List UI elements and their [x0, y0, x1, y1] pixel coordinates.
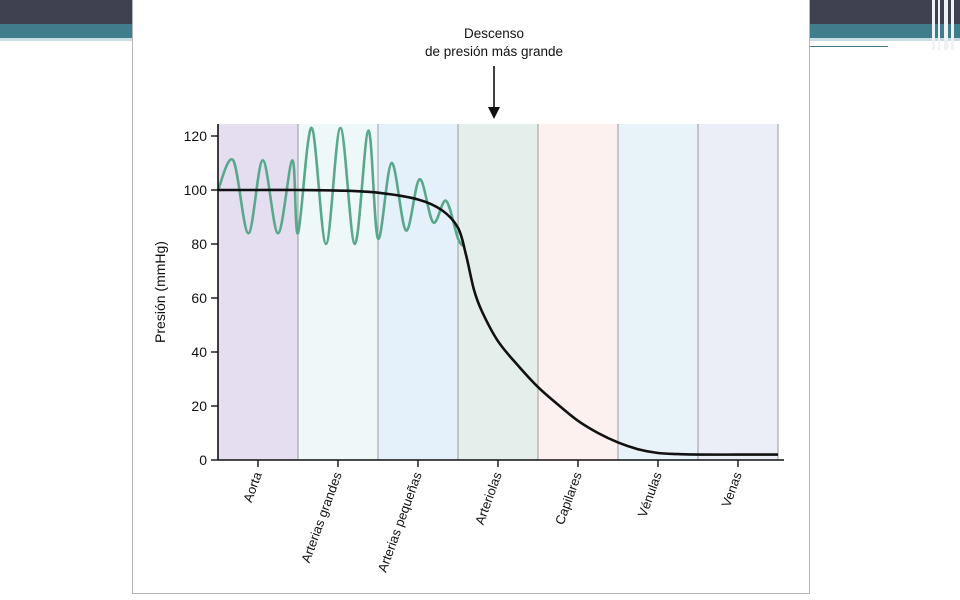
x-category-label: Arterias pequeñas — [375, 469, 425, 574]
top-left-teal-bar — [0, 24, 132, 38]
top-left-dark-bar — [0, 0, 132, 24]
x-category-label: Arteriolas — [472, 469, 505, 526]
mean-pressure-line — [217, 188, 778, 456]
band-2 — [378, 124, 458, 460]
y-tick-label: 20 — [191, 398, 207, 414]
band-4 — [538, 124, 618, 460]
corner-stripe-1 — [932, 0, 935, 50]
x-category-label: Aorta — [240, 469, 265, 504]
band-1 — [298, 124, 378, 460]
top-right-dark-bar — [810, 0, 960, 24]
y-tick-label: 80 — [191, 236, 207, 252]
corner-stripe-4 — [951, 0, 954, 50]
y-tick-label: 0 — [199, 452, 207, 468]
y-axis-label: Presión (mmHg) — [152, 241, 168, 343]
annotation: Descenso de presión más grande — [425, 26, 563, 119]
y-tick-label: 60 — [191, 290, 207, 306]
y-tick-label: 100 — [184, 182, 208, 198]
x-category-label: Vénulas — [635, 469, 665, 519]
annotation-line-1: Descenso — [464, 26, 524, 41]
pulsatile-line — [216, 126, 466, 248]
band-3 — [458, 124, 538, 460]
annotation-arrow-head — [488, 107, 500, 119]
top-left-light-bar — [0, 38, 132, 41]
x-category-label: Venas — [718, 469, 745, 509]
corner-stripe-2 — [938, 0, 940, 50]
top-right-thin-line — [810, 46, 888, 47]
band-6 — [698, 124, 778, 460]
corner-stripe-3 — [944, 0, 948, 50]
top-right-light-bar — [810, 38, 960, 41]
y-tick-label: 120 — [184, 128, 208, 144]
x-category-labels: Aorta Arterias grandes Arterias pequeñas Ar… — [240, 460, 745, 574]
y-tick-label: 40 — [191, 344, 207, 360]
y-ticks: 0 20 40 60 80 100 120 — [184, 128, 218, 468]
region-bands — [218, 124, 778, 460]
mean-series — [217, 188, 778, 456]
pulsatile-series — [216, 126, 466, 248]
band-5 — [618, 124, 698, 460]
x-category-label: Capilares — [552, 469, 585, 526]
x-category-label: Arterias grandes — [298, 469, 345, 564]
annotation-line-2: de presión más grande — [425, 44, 563, 59]
axes — [217, 124, 784, 461]
region-dividers — [297, 124, 779, 460]
top-right-teal-bar — [810, 24, 960, 38]
